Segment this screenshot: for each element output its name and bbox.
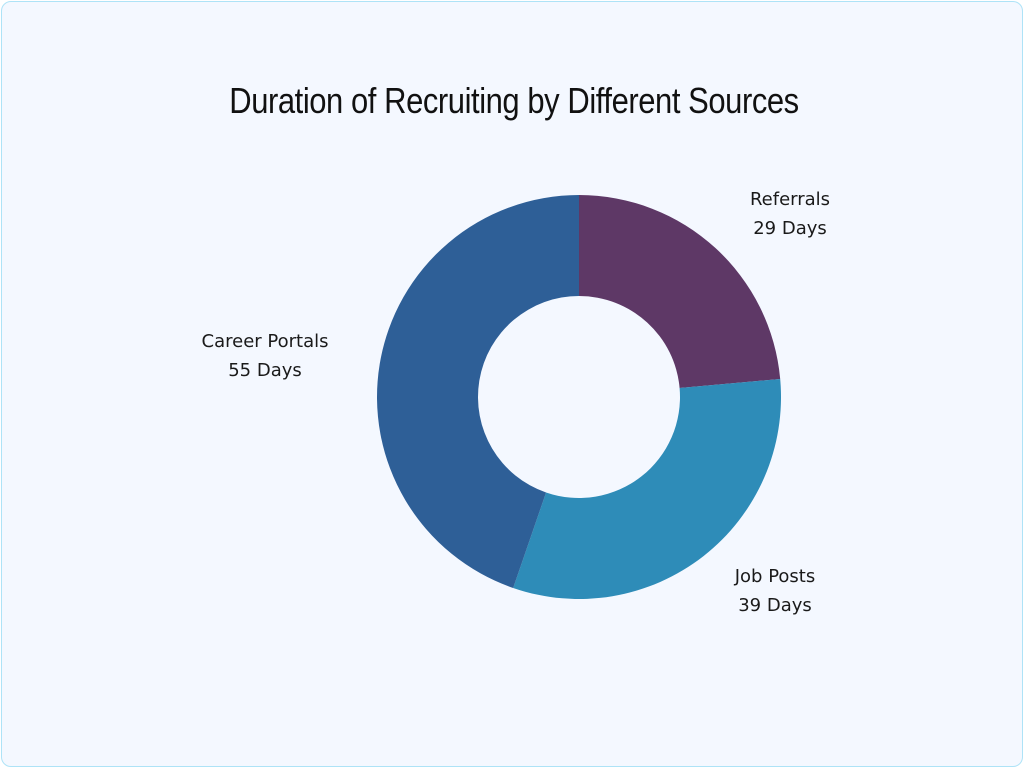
label-referrals-name: Referrals	[749, 189, 831, 210]
label-referrals-value: 29 Days	[753, 218, 827, 239]
label-career-portals: Career Portals 55 Days	[175, 327, 355, 385]
label-career-portals-value: 55 Days	[228, 360, 302, 381]
chart-title: Duration of Recruiting by Different Sour…	[229, 80, 799, 121]
label-job-posts: Job Posts 39 Days	[705, 562, 845, 620]
label-referrals: Referrals 29 Days	[720, 185, 860, 243]
slice-job-posts	[513, 378, 781, 599]
label-job-posts-value: 39 Days	[738, 595, 812, 616]
label-job-posts-name: Job Posts	[734, 566, 816, 587]
slice-referrals	[579, 195, 781, 388]
slice-career-portals	[377, 195, 579, 588]
label-career-portals-name: Career Portals	[201, 331, 329, 352]
